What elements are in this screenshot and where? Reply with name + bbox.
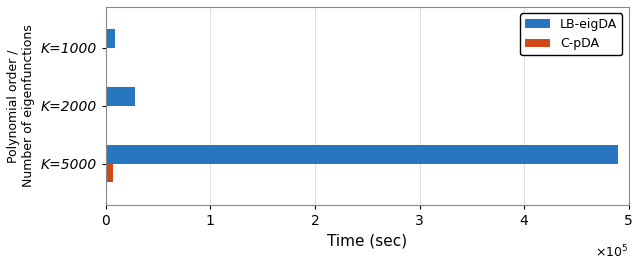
X-axis label: Time (sec): Time (sec) bbox=[327, 233, 407, 248]
Bar bbox=[106, 145, 618, 164]
Legend: LB-eigDA, C-pDA: LB-eigDA, C-pDA bbox=[520, 13, 623, 56]
Bar bbox=[106, 87, 135, 106]
Bar bbox=[106, 29, 115, 48]
Text: $\times10^5$: $\times10^5$ bbox=[595, 244, 628, 260]
Bar bbox=[106, 164, 113, 182]
Y-axis label: Polynomial order /
Number of eigenfunctions: Polynomial order / Number of eigenfuncti… bbox=[7, 24, 35, 187]
Bar bbox=[106, 106, 107, 124]
